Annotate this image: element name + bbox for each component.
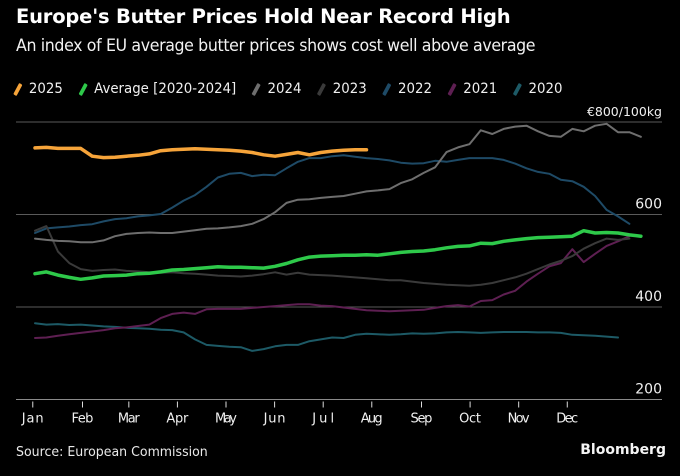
- y-tick-label: 600: [635, 197, 662, 213]
- y-tick-label: 400: [635, 289, 662, 305]
- series-line-2024: [34, 122, 642, 244]
- legend-item: 2025: [13, 81, 63, 97]
- legend-item: 2024: [251, 81, 302, 97]
- series-line-2020: [34, 322, 619, 352]
- legend-label: 2022: [398, 81, 432, 97]
- chart-subtitle: An index of EU average butter prices sho…: [16, 36, 536, 56]
- legend-label: 2020: [528, 81, 563, 97]
- series-line-average-2020-2024: [33, 228, 643, 282]
- chart-title: Europe's Butter Prices Hold Near Record …: [16, 5, 511, 28]
- gridlines: [16, 121, 662, 400]
- y-tick-label: 200: [635, 382, 662, 398]
- legend-label: 2021: [463, 81, 498, 97]
- x-tick-label: Mar: [118, 412, 141, 427]
- x-tick-label: Jan: [21, 412, 44, 427]
- bloomberg-logo: Bloomberg: [580, 442, 666, 458]
- legend: 2025 Average [2020-2024] 2024 2023 2022 2021 2…: [13, 81, 581, 97]
- legend-label: 2025: [28, 81, 63, 97]
- y-axis-labels: €800/100kg 600 400 200: [587, 104, 662, 398]
- series-line-2021: [34, 235, 631, 339]
- series-line-2022: [34, 154, 631, 234]
- x-tick-label: Dec: [556, 412, 578, 427]
- x-tick-label: Nov: [508, 412, 530, 427]
- x-tick-label: Jun: [263, 412, 286, 427]
- legend-label: Average [2020-2024]: [94, 81, 237, 97]
- x-tick-label: Aug: [361, 412, 383, 427]
- x-tick-label: Apr: [166, 412, 189, 427]
- x-tick-label: May: [215, 412, 237, 427]
- legend-item: 2023: [317, 81, 367, 97]
- series-line-2025: [33, 145, 369, 160]
- legend-label: 2024: [267, 81, 302, 97]
- x-tick-label: Jul: [311, 412, 334, 427]
- series-line-2023: [34, 225, 631, 287]
- legend-item: Average [2020-2024]: [78, 81, 237, 97]
- legend-item: 2022: [382, 81, 432, 97]
- source-note: Source: European Commission: [16, 444, 208, 460]
- x-tick-label: Oct: [459, 412, 481, 427]
- x-tick-label: Sep: [411, 412, 433, 427]
- legend-item: 2020: [512, 81, 563, 97]
- legend-label: 2023: [332, 81, 367, 97]
- x-tick-label: Feb: [72, 412, 94, 427]
- series-lines: [33, 122, 643, 352]
- legend-item: 2021: [447, 81, 498, 97]
- y-tick-label: €800/100kg: [587, 104, 662, 119]
- x-axis: Jan Feb Mar Apr May Jun Jul Aug Sep Oct Nov Dec: [16, 399, 662, 427]
